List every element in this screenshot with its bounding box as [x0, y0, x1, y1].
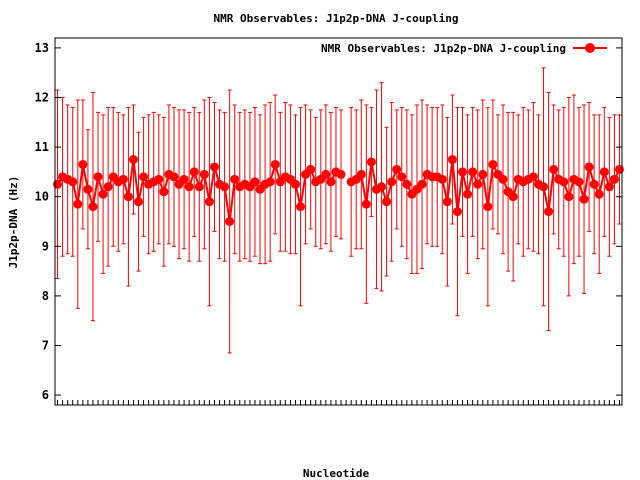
data-point [123, 192, 133, 202]
data-point [83, 184, 93, 194]
data-point [402, 179, 412, 189]
data-point [468, 167, 478, 177]
data-point [377, 182, 387, 192]
y-tick-label: 9 [42, 239, 49, 253]
data-point [134, 197, 144, 207]
data-point [306, 164, 316, 174]
data-point [336, 169, 346, 179]
data-point [544, 207, 554, 217]
data-point [392, 164, 402, 174]
legend-marker [585, 43, 595, 53]
data-point [139, 172, 149, 182]
legend-key [573, 43, 607, 53]
data-point [574, 177, 584, 187]
data-point [154, 174, 164, 184]
data-point [614, 164, 624, 174]
data-point [128, 155, 138, 165]
data-point [589, 179, 599, 189]
data-point [382, 197, 392, 207]
data-point [103, 182, 113, 192]
data-point [321, 169, 331, 179]
data-point [88, 202, 98, 212]
legend-label: NMR Observables: J1p2p-DNA J-coupling [321, 42, 566, 55]
data-point [463, 189, 473, 199]
y-tick-label: 7 [42, 338, 49, 352]
data-point [73, 199, 83, 209]
y-axis: 6 7 8 9 10 11 12 13 [35, 41, 622, 402]
data-point [488, 159, 498, 169]
data-point [539, 182, 549, 192]
data-point [179, 174, 189, 184]
data-point [579, 194, 589, 204]
data-point [437, 174, 447, 184]
data-point [458, 167, 468, 177]
data-point [326, 177, 336, 187]
chart-title: NMR Observables: J1p2p-DNA J-coupling [213, 12, 458, 25]
data-point [270, 159, 280, 169]
data-point [204, 197, 214, 207]
data-point [230, 174, 240, 184]
data-point [220, 182, 230, 192]
data-point [265, 177, 275, 187]
y-tick-label: 13 [35, 41, 49, 55]
data-point [356, 169, 366, 179]
data-point [194, 182, 204, 192]
data-point [68, 177, 78, 187]
y-tick-label: 6 [42, 388, 49, 402]
x-axis [57, 400, 620, 405]
data-point [189, 167, 199, 177]
data-point [564, 192, 574, 202]
data-point [159, 187, 169, 197]
data-point [528, 172, 538, 182]
y-tick-label: 8 [42, 289, 49, 303]
data-point [199, 169, 209, 179]
data-point [98, 189, 108, 199]
data-point [549, 164, 559, 174]
y-tick-label: 12 [35, 91, 49, 105]
data-point [209, 162, 219, 172]
data-point [609, 174, 619, 184]
y-axis-label: J1p2p-DNA (Hz) [7, 176, 20, 269]
data-point [508, 192, 518, 202]
data-point [417, 179, 427, 189]
data-point [442, 197, 452, 207]
data-point [118, 174, 128, 184]
data-point [296, 202, 306, 212]
data-point [250, 177, 260, 187]
data-point [559, 177, 569, 187]
data-point [447, 155, 457, 165]
data-point [225, 217, 235, 226]
data-point [366, 157, 376, 167]
data-point [599, 167, 609, 177]
data-point [361, 199, 371, 209]
y-tick-label: 10 [35, 190, 49, 204]
y-tick-label: 11 [35, 140, 49, 154]
data-point [452, 207, 462, 217]
data-point [387, 177, 397, 187]
x-axis-label: Nucleotide [303, 467, 370, 480]
plot-frame [54, 37, 623, 406]
data-point [53, 179, 63, 189]
plot-area [53, 67, 624, 354]
data-point [184, 182, 194, 192]
data-point [584, 162, 594, 172]
data-point [478, 169, 488, 179]
data-point [397, 172, 407, 182]
data-point [473, 179, 483, 189]
data-point [290, 179, 300, 189]
data-point [498, 174, 508, 184]
data-point [93, 172, 103, 182]
data-point [169, 172, 179, 182]
data-point [594, 189, 604, 199]
data-point [78, 159, 88, 169]
data-point [604, 182, 614, 192]
legend: NMR Observables: J1p2p-DNA J-coupling [321, 42, 607, 55]
data-point [483, 202, 493, 212]
